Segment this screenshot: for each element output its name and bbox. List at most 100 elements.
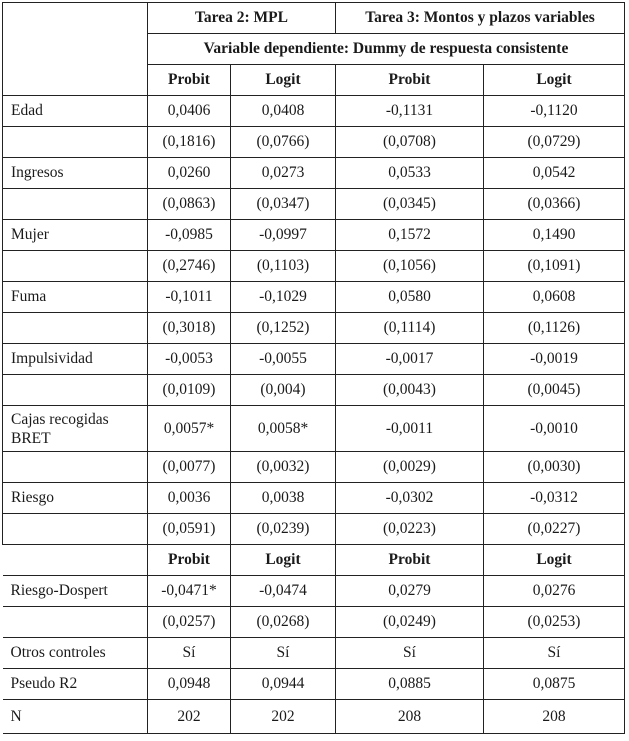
coefficient-cell: 0,0058* [230, 405, 336, 452]
empty-label-cell [2, 312, 148, 344]
value-cell: Sí [147, 637, 231, 669]
table-row-se: (0,0591) (0,0239) (0,0223) (0,0227) [2, 513, 625, 545]
coefficient-cell: -0,1011 [147, 281, 231, 313]
coefficient-cell: -0,1120 [483, 95, 625, 127]
task2-header: Tarea 2: MPL [147, 2, 336, 34]
coefficient-cell: 0,0580 [335, 281, 484, 313]
model-header: Probit [335, 64, 484, 96]
value-cell: 202 [230, 699, 336, 734]
standard-error-cell: (0,0708) [335, 126, 484, 158]
row-label: Riesgo-Dospert [2, 575, 148, 607]
header-row-dependent: Variable dependiente: Dummy de respuesta… [3, 33, 625, 65]
coefficient-cell: 0,0036 [147, 482, 231, 514]
row-label: N [2, 699, 148, 734]
empty-label-cell [2, 126, 148, 158]
coefficient-cell: 0,0406 [147, 95, 231, 127]
standard-error-cell: (0,0045) [483, 374, 625, 406]
row-label: Edad [2, 95, 148, 127]
dependent-variable-header: Variable dependiente: Dummy de respuesta… [147, 33, 625, 65]
standard-error-cell: (0,1126) [483, 312, 625, 344]
empty-label-cell [2, 250, 148, 282]
table-row: Mujer -0,0985 -0,0997 0,1572 0,1490 [2, 219, 625, 251]
coefficient-cell: 0,0408 [230, 95, 336, 127]
empty-label-cell [2, 374, 148, 406]
table-row: Impulsividad -0,0053 -0,0055 -0,0017 -0,0019 [2, 343, 625, 375]
model-header: Logit [230, 64, 336, 96]
standard-error-cell: (0,0729) [483, 126, 625, 158]
coefficient-cell: -0,0010 [483, 405, 625, 452]
coefficient-cell: -0,1029 [230, 281, 336, 313]
table-row-se: (0,0863) (0,0347) (0,0345) (0,0366) [2, 188, 625, 220]
standard-error-cell: (0,0766) [230, 126, 336, 158]
model-header: Logit [483, 64, 625, 96]
coefficient-cell: -0,0302 [335, 482, 484, 514]
row-label: Pseudo R2 [2, 668, 148, 700]
coefficient-cell: -0,0053 [147, 343, 231, 375]
table-row-se: (0,1816) (0,0766) (0,0708) (0,0729) [2, 126, 625, 158]
header-row-models-lower: Probit Logit Probit Logit [2, 544, 625, 576]
model-header: Logit [483, 544, 625, 576]
row-label: Cajas recogidas BRET [2, 405, 148, 452]
standard-error-cell: (0,0253) [483, 606, 625, 638]
model-header: Probit [147, 64, 231, 96]
standard-error-cell: (0,0077) [147, 451, 231, 483]
table-row-se: (0,0109) (0,004) (0,0043) (0,0045) [2, 374, 625, 406]
model-header: Logit [230, 544, 336, 576]
standard-error-cell: (0,0347) [230, 188, 336, 220]
empty-label-cell [2, 188, 148, 220]
standard-error-cell: (0,3018) [147, 312, 231, 344]
standard-error-cell: (0,0043) [335, 374, 484, 406]
coefficient-cell: 0,0533 [335, 157, 484, 189]
standard-error-cell: (0,0345) [335, 188, 484, 220]
coefficient-cell: 0,0279 [335, 575, 484, 607]
standard-error-cell: (0,2746) [147, 250, 231, 282]
standard-error-cell: (0,0030) [483, 451, 625, 483]
row-label: Impulsividad [2, 343, 148, 375]
row-label: Ingresos [2, 157, 148, 189]
footer-row: N 202 202 208 208 [2, 699, 625, 734]
coefficient-cell: -0,0055 [230, 343, 336, 375]
value-cell: 0,0944 [230, 668, 336, 700]
value-cell: 0,0885 [335, 668, 484, 700]
empty-label-cell [2, 513, 148, 545]
table-row-se: (0,2746) (0,1103) (0,1056) (0,1091) [2, 250, 625, 282]
model-header: Probit [147, 544, 231, 576]
standard-error-cell: (0,0268) [230, 606, 336, 638]
coefficient-cell: -0,0011 [335, 405, 484, 452]
table-row-se: (0,3018) (0,1252) (0,1114) (0,1126) [2, 312, 625, 344]
table-row-se: (0,0257) (0,0268) (0,0249) (0,0253) [2, 606, 625, 638]
coefficient-cell: -0,0019 [483, 343, 625, 375]
table-row: Fuma -0,1011 -0,1029 0,0580 0,0608 [2, 281, 625, 313]
standard-error-cell: (0,0029) [335, 451, 484, 483]
empty-label-cell [2, 606, 148, 638]
table-row: Edad 0,0406 0,0408 -0,1131 -0,1120 [2, 95, 625, 127]
row-label: Riesgo [2, 482, 148, 514]
footer-row: Pseudo R2 0,0948 0,0944 0,0885 0,0875 [2, 668, 625, 700]
standard-error-cell: (0,0223) [335, 513, 484, 545]
value-cell: 202 [147, 699, 231, 734]
standard-error-cell: (0,0239) [230, 513, 336, 545]
standard-error-cell: (0,1252) [230, 312, 336, 344]
table-row: Riesgo-Dospert -0,0471* -0,0474 0,0279 0,027… [2, 575, 625, 607]
coefficient-cell: -0,0471* [147, 575, 231, 607]
coefficient-cell: 0,0260 [147, 157, 231, 189]
coefficient-cell: -0,0997 [230, 219, 336, 251]
standard-error-cell: (0,0257) [147, 606, 231, 638]
value-cell: Sí [335, 637, 484, 669]
task3-header: Tarea 3: Montos y plazos variables [335, 2, 625, 34]
standard-error-cell: (0,0249) [335, 606, 484, 638]
standard-error-cell: (0,1056) [335, 250, 484, 282]
row-label: Fuma [2, 281, 148, 313]
coefficient-cell: 0,0038 [230, 482, 336, 514]
table-row: Cajas recogidas BRET 0,0057* 0,0058* -0,001… [2, 405, 625, 452]
standard-error-cell: (0,1114) [335, 312, 484, 344]
value-cell: 0,0875 [483, 668, 625, 700]
table-row: Ingresos 0,0260 0,0273 0,0533 0,0542 [2, 157, 625, 189]
empty-label-cell [2, 451, 148, 483]
standard-error-cell: (0,0032) [230, 451, 336, 483]
model-header: Probit [335, 544, 484, 576]
value-cell: Sí [483, 637, 625, 669]
standard-error-cell: (0,1103) [230, 250, 336, 282]
coefficient-cell: 0,1490 [483, 219, 625, 251]
value-cell: 208 [335, 699, 484, 734]
